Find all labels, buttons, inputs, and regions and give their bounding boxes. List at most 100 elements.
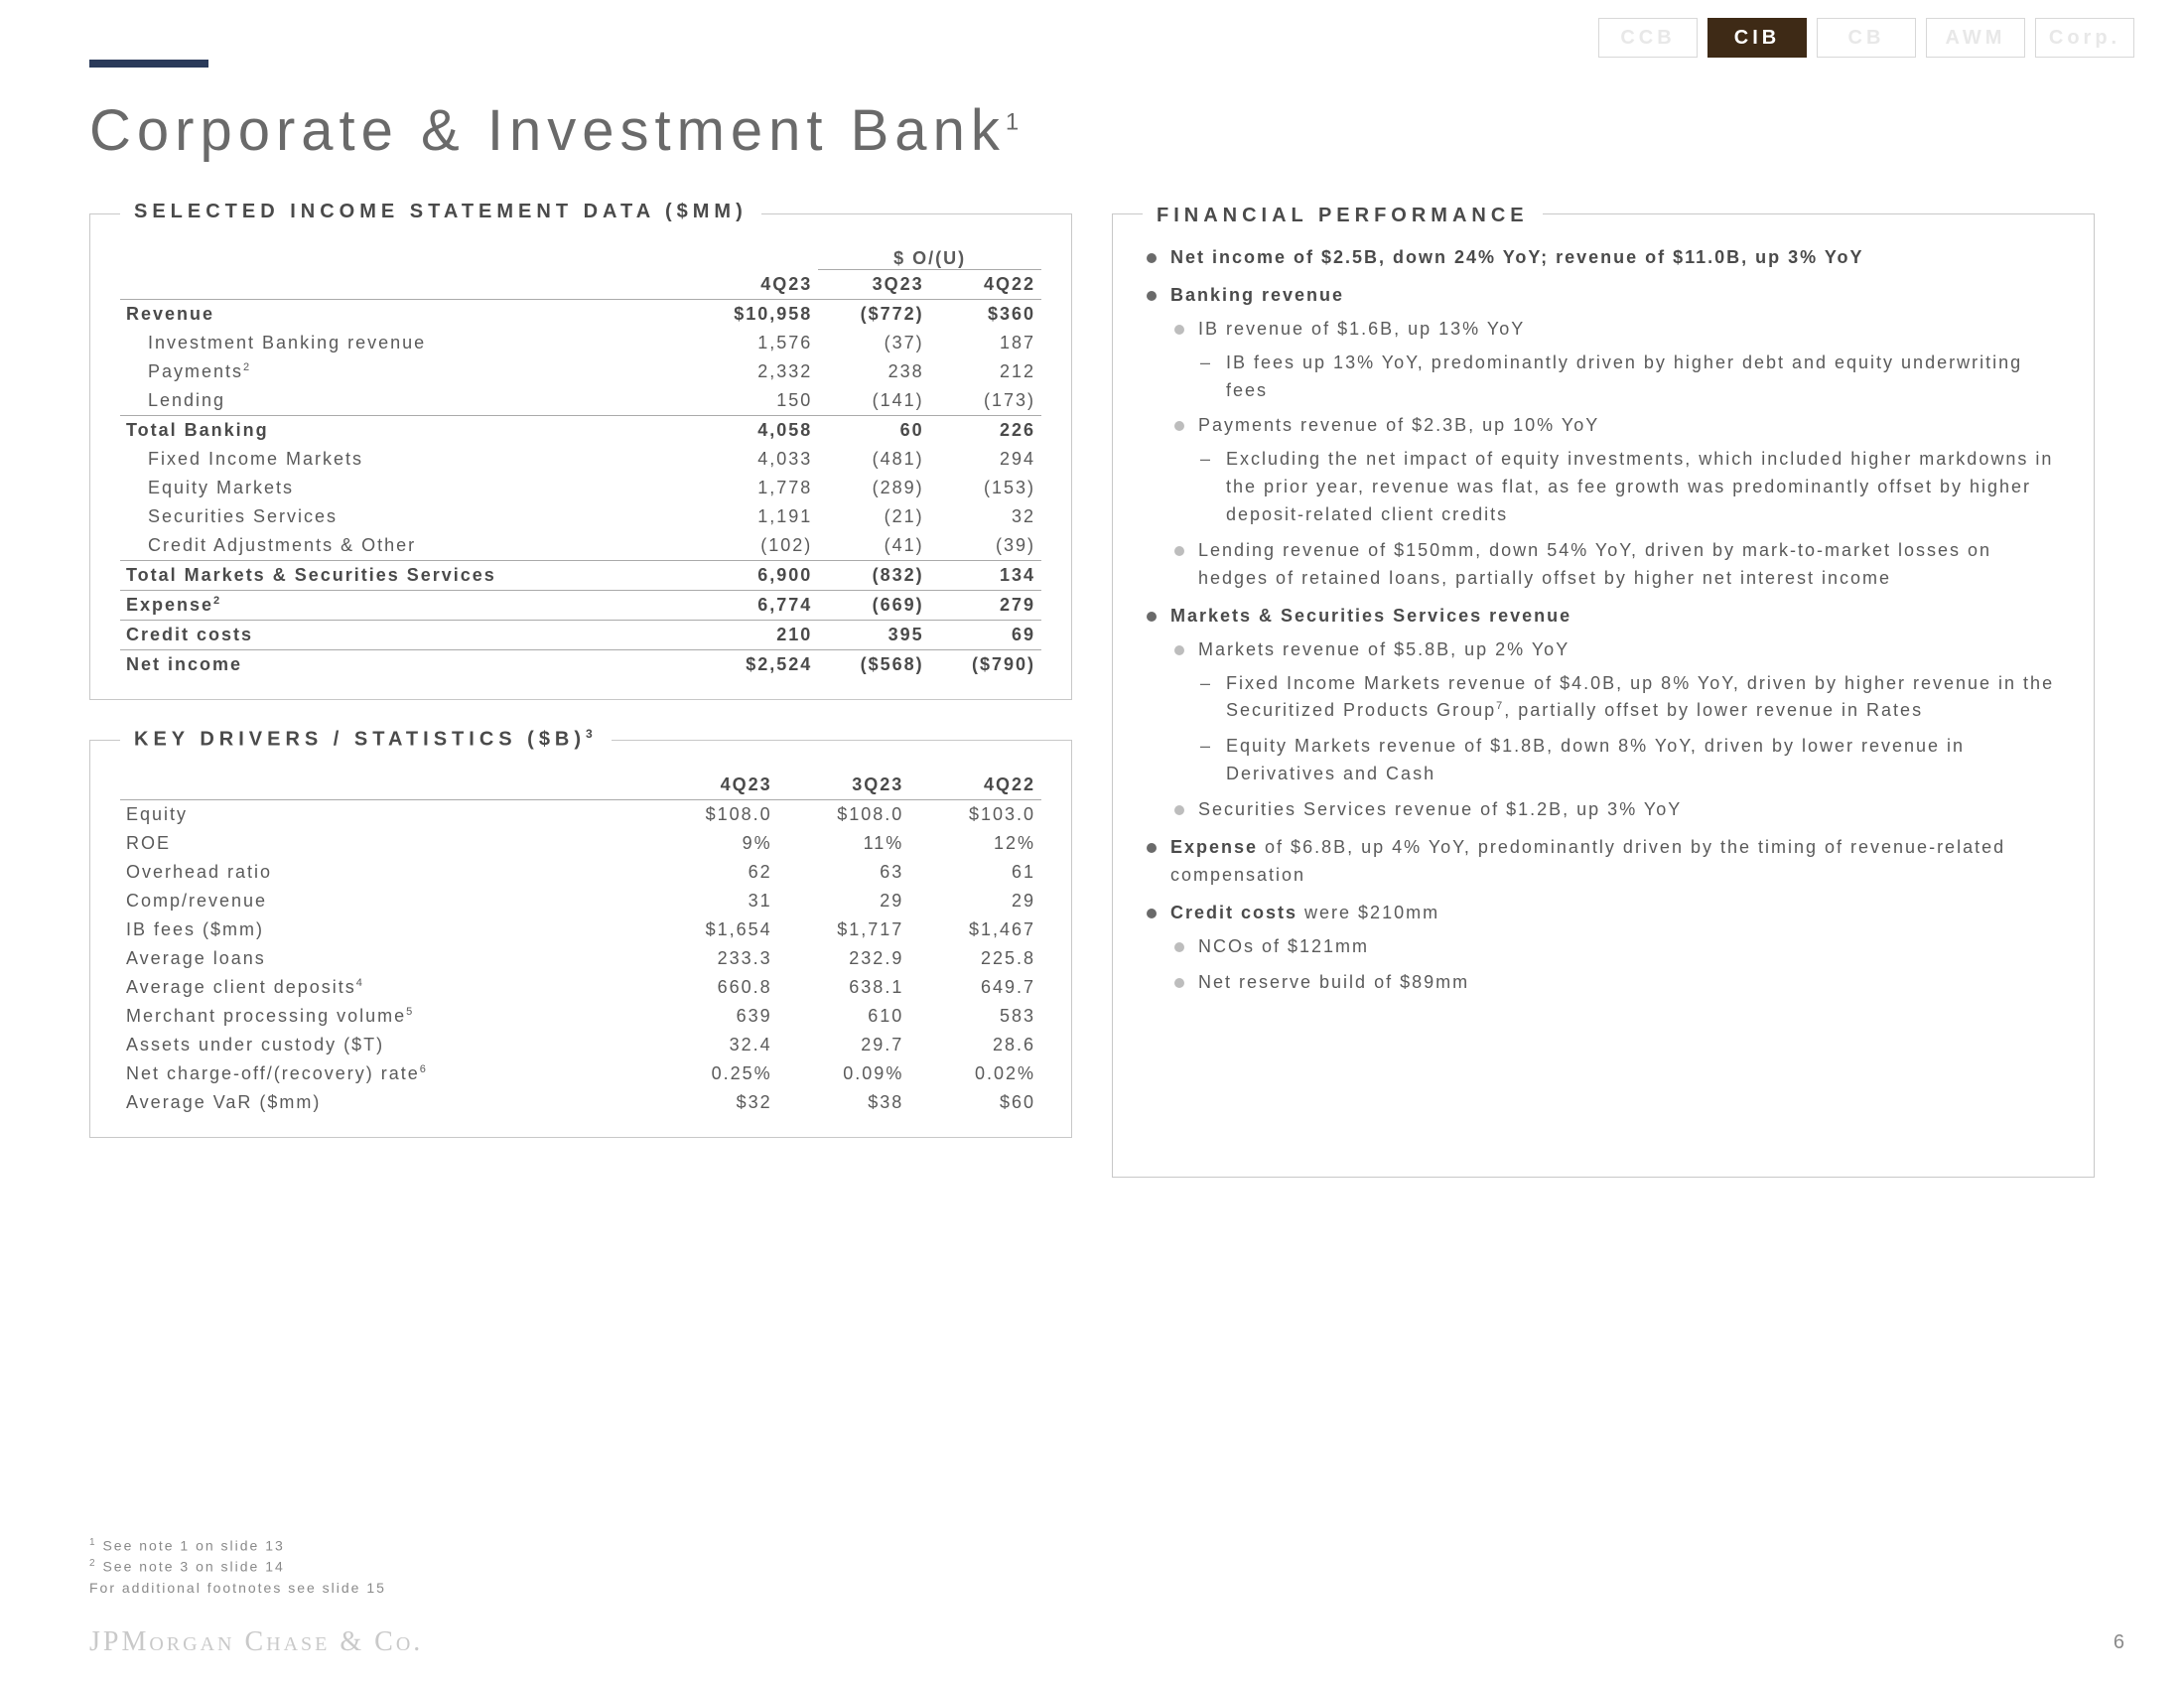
fp-item: Excluding the net impact of equity inves…	[1198, 446, 2064, 529]
cell: 28.6	[909, 1031, 1041, 1059]
page-number: 6	[2114, 1631, 2124, 1654]
cell: 233.3	[646, 944, 778, 973]
drivers-col-header: 4Q23 3Q23 4Q22	[120, 771, 1041, 800]
row-label: Comp/revenue	[120, 887, 646, 915]
cell: 134	[930, 561, 1041, 591]
cell: (481)	[818, 445, 929, 474]
income-col-2: 4Q22	[930, 270, 1041, 300]
row-label: Average loans	[120, 944, 646, 973]
cell: 29	[778, 887, 910, 915]
row-label: Expense2	[120, 591, 685, 621]
segment-tabs: CCBCIBCBAWMCorp.	[1598, 18, 2134, 58]
footnote: For additional footnotes see slide 15	[89, 1578, 386, 1599]
fp-item: Credit costs were $210mmNCOs of $121mmNe…	[1143, 900, 2064, 997]
left-column: SELECTED INCOME STATEMENT DATA ($MM) $ O…	[89, 213, 1072, 1178]
income-section: SELECTED INCOME STATEMENT DATA ($MM) $ O…	[89, 213, 1072, 700]
cell: 60	[818, 416, 929, 446]
tab-ccb[interactable]: CCB	[1598, 18, 1698, 58]
cell: $32	[646, 1088, 778, 1117]
cell: 0.25%	[646, 1059, 778, 1088]
row-label: Net income	[120, 650, 685, 680]
drivers-table: 4Q23 3Q23 4Q22 Equity$108.0$108.0$103.0R…	[120, 771, 1041, 1117]
cell: 1,191	[685, 502, 819, 531]
row-label: Payments2	[120, 357, 685, 386]
income-col-0: 4Q23	[685, 270, 819, 300]
table-row: ROE9%11%12%	[120, 829, 1041, 858]
cell: 232.9	[778, 944, 910, 973]
drivers-col-0: 4Q23	[646, 771, 778, 800]
cell: 610	[778, 1002, 910, 1031]
cell: 69	[930, 621, 1041, 650]
cell: 649.7	[909, 973, 1041, 1002]
cell: (669)	[818, 591, 929, 621]
cell: $60	[909, 1088, 1041, 1117]
fp-item: Payments revenue of $2.3B, up 10% YoYExc…	[1170, 412, 2064, 529]
row-label: Assets under custody ($T)	[120, 1031, 646, 1059]
cell: 279	[930, 591, 1041, 621]
row-label: Total Banking	[120, 416, 685, 446]
cell: 210	[685, 621, 819, 650]
row-label: Equity Markets	[120, 474, 685, 502]
row-label: Equity	[120, 800, 646, 830]
cell: 238	[818, 357, 929, 386]
cell: $108.0	[646, 800, 778, 830]
income-ou-header: $ O/(U)	[120, 244, 1041, 270]
table-row: Lending150(141)(173)	[120, 386, 1041, 416]
tab-cib[interactable]: CIB	[1707, 18, 1807, 58]
income-col-1: 3Q23	[818, 270, 929, 300]
row-label: ROE	[120, 829, 646, 858]
fp-item: Equity Markets revenue of $1.8B, down 8%…	[1198, 733, 2064, 788]
row-label: Average VaR ($mm)	[120, 1088, 646, 1117]
cell: 638.1	[778, 973, 910, 1002]
footer-brand: JPMorgan Chase & Co.	[89, 1626, 423, 1658]
cell: 294	[930, 445, 1041, 474]
title-rule	[89, 60, 208, 68]
row-label: Investment Banking revenue	[120, 329, 685, 357]
table-row: Total Markets & Securities Services6,900…	[120, 561, 1041, 591]
fp-item: Net income of $2.5B, down 24% YoY; reven…	[1143, 244, 2064, 272]
row-label: Securities Services	[120, 502, 685, 531]
table-row: Revenue$10,958($772)$360	[120, 300, 1041, 330]
cell: $360	[930, 300, 1041, 330]
cell: $1,654	[646, 915, 778, 944]
cell: ($790)	[930, 650, 1041, 680]
footnotes: 1 See note 1 on slide 132 See note 3 on …	[89, 1535, 386, 1599]
cell: ($568)	[818, 650, 929, 680]
cell: (173)	[930, 386, 1041, 416]
tab-awm[interactable]: AWM	[1926, 18, 2025, 58]
row-label: Overhead ratio	[120, 858, 646, 887]
cell: 62	[646, 858, 778, 887]
drivers-tbody: Equity$108.0$108.0$103.0ROE9%11%12%Overh…	[120, 800, 1041, 1118]
row-label: Net charge-off/(recovery) rate6	[120, 1059, 646, 1088]
tab-corp[interactable]: Corp.	[2035, 18, 2134, 58]
fp-list: Net income of $2.5B, down 24% YoY; reven…	[1143, 244, 2064, 996]
table-row: Equity Markets1,778(289)(153)	[120, 474, 1041, 502]
tab-cb[interactable]: CB	[1817, 18, 1916, 58]
cell: (37)	[818, 329, 929, 357]
financial-performance-section: FINANCIAL PERFORMANCE Net income of $2.5…	[1112, 213, 2095, 1178]
row-label: Fixed Income Markets	[120, 445, 685, 474]
fp-item: Markets & Securities Services revenueMar…	[1143, 603, 2064, 824]
table-row: Expense26,774(669)279	[120, 591, 1041, 621]
body-columns: SELECTED INCOME STATEMENT DATA ($MM) $ O…	[89, 213, 2095, 1178]
cell: 0.02%	[909, 1059, 1041, 1088]
cell: 6,774	[685, 591, 819, 621]
cell: 226	[930, 416, 1041, 446]
fp-item: IB fees up 13% YoY, predominantly driven…	[1198, 350, 2064, 405]
fp-item: Markets revenue of $5.8B, up 2% YoYFixed…	[1170, 636, 2064, 788]
table-row: Average client deposits4660.8638.1649.7	[120, 973, 1041, 1002]
table-row: Securities Services1,191(21)32	[120, 502, 1041, 531]
table-row: Average VaR ($mm)$32$38$60	[120, 1088, 1041, 1117]
cell: 6,900	[685, 561, 819, 591]
cell: (102)	[685, 531, 819, 561]
table-row: Comp/revenue312929	[120, 887, 1041, 915]
cell: 639	[646, 1002, 778, 1031]
income-col-header: 4Q23 3Q23 4Q22	[120, 270, 1041, 300]
page-title: Corporate & Investment Bank1	[89, 97, 2095, 164]
row-label: Credit Adjustments & Other	[120, 531, 685, 561]
row-label: Lending	[120, 386, 685, 416]
cell: 187	[930, 329, 1041, 357]
cell: (141)	[818, 386, 929, 416]
cell: 11%	[778, 829, 910, 858]
cell: 32.4	[646, 1031, 778, 1059]
